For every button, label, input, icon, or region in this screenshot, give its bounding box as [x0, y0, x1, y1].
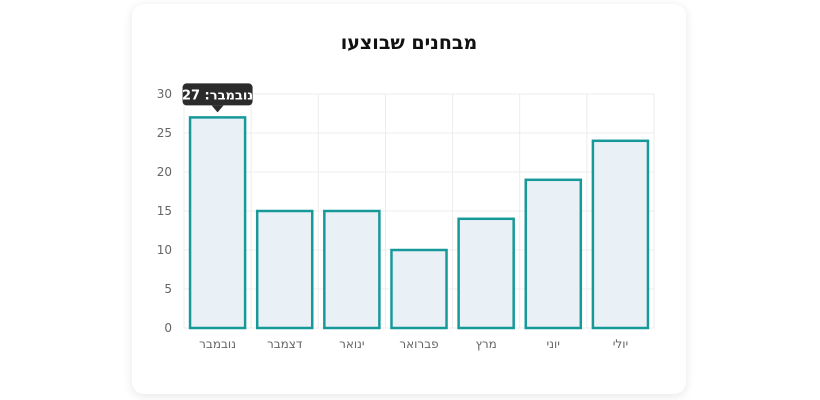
bar	[255, 209, 314, 330]
y-tick-label: 5	[164, 282, 172, 296]
y-tick-label: 20	[157, 165, 172, 179]
bar	[390, 248, 448, 330]
tooltip-pointer	[211, 105, 224, 113]
x-tick-label: יולי	[613, 337, 628, 351]
bar-chart: 0 5 10 15 20 25 30 נובמבר דצמבר ינואר פברואר מרץ יונ…	[157, 83, 655, 351]
bar	[524, 178, 583, 330]
tooltip-text: נובמבר: 27	[182, 88, 253, 103]
x-tick-label: דצמבר	[267, 337, 303, 351]
chart-card: מבחנים שבוצעו 0 5 10 15 20 25 30 נובמבר דצמבר ינו…	[132, 4, 686, 394]
y-tick-label: 10	[157, 243, 172, 257]
x-tick-label: נובמבר	[199, 337, 236, 351]
chart-title: מבחנים שבוצעו	[340, 32, 478, 54]
x-tick-label: מרץ	[475, 337, 496, 351]
y-tick-label: 30	[157, 87, 172, 101]
tooltip-box	[182, 83, 253, 106]
bar	[457, 217, 515, 330]
y-tick-label: 15	[157, 204, 172, 218]
x-tick-label: ינואר	[339, 337, 365, 351]
x-tick-label: פברואר	[399, 337, 438, 351]
bar	[591, 139, 650, 330]
tooltip: נובמבר: 27	[182, 83, 253, 113]
x-tick-label: יוני	[547, 337, 560, 351]
bar	[323, 209, 381, 330]
y-tick-label: 0	[164, 321, 172, 335]
y-tick-label: 25	[157, 126, 172, 140]
bar	[188, 116, 247, 330]
